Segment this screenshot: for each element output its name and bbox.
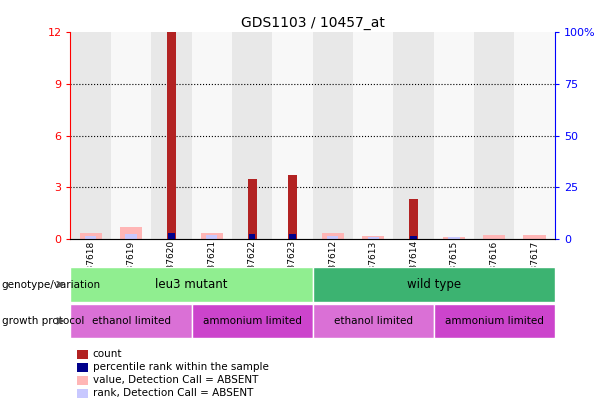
- Bar: [483, 235, 505, 239]
- Bar: [151, 32, 191, 239]
- Bar: [288, 175, 297, 239]
- Bar: [289, 234, 295, 239]
- Text: genotype/variation: genotype/variation: [2, 279, 101, 290]
- FancyBboxPatch shape: [313, 267, 555, 302]
- Bar: [70, 32, 111, 239]
- Text: wild type: wild type: [406, 278, 461, 291]
- Bar: [362, 236, 384, 239]
- Bar: [200, 232, 223, 239]
- Bar: [474, 32, 514, 239]
- Text: ammonium limited: ammonium limited: [203, 316, 302, 326]
- FancyBboxPatch shape: [191, 304, 313, 338]
- Bar: [168, 232, 175, 239]
- Text: ethanol limited: ethanol limited: [91, 316, 170, 326]
- Bar: [322, 233, 344, 239]
- Text: ammonium limited: ammonium limited: [445, 316, 544, 326]
- Bar: [514, 32, 555, 239]
- Bar: [443, 237, 465, 239]
- Bar: [409, 199, 418, 239]
- Bar: [313, 32, 353, 239]
- Bar: [126, 234, 137, 239]
- Bar: [248, 179, 256, 239]
- Bar: [232, 32, 272, 239]
- Bar: [448, 237, 460, 239]
- Text: leu3 mutant: leu3 mutant: [155, 278, 228, 291]
- Bar: [524, 235, 546, 239]
- Bar: [272, 32, 313, 239]
- FancyBboxPatch shape: [70, 267, 313, 302]
- Text: value, Detection Call = ABSENT: value, Detection Call = ABSENT: [93, 375, 258, 385]
- Bar: [111, 32, 151, 239]
- Bar: [327, 236, 338, 239]
- Bar: [167, 32, 176, 239]
- Text: growth protocol: growth protocol: [2, 316, 84, 326]
- Bar: [433, 32, 474, 239]
- Text: count: count: [93, 350, 122, 359]
- Bar: [410, 237, 417, 239]
- Text: rank, Detection Call = ABSENT: rank, Detection Call = ABSENT: [93, 388, 253, 398]
- FancyBboxPatch shape: [313, 304, 434, 338]
- Bar: [394, 32, 434, 239]
- Bar: [353, 32, 394, 239]
- Bar: [80, 232, 102, 239]
- Bar: [85, 236, 96, 239]
- Bar: [206, 235, 218, 239]
- Bar: [249, 234, 256, 239]
- FancyBboxPatch shape: [434, 304, 555, 338]
- Title: GDS1103 / 10457_at: GDS1103 / 10457_at: [241, 16, 384, 30]
- Bar: [191, 32, 232, 239]
- FancyBboxPatch shape: [70, 304, 191, 338]
- Text: percentile rank within the sample: percentile rank within the sample: [93, 362, 268, 372]
- Bar: [368, 237, 379, 239]
- Text: ethanol limited: ethanol limited: [333, 316, 413, 326]
- Bar: [120, 227, 142, 239]
